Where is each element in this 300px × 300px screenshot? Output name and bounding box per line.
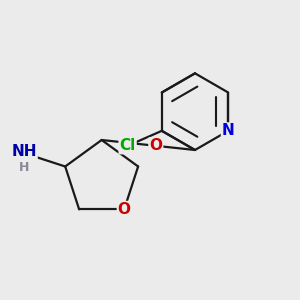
Text: N: N	[222, 123, 235, 138]
Text: O: O	[149, 138, 162, 153]
Text: NH: NH	[11, 144, 37, 159]
Text: Cl: Cl	[119, 138, 136, 153]
Text: O: O	[118, 202, 131, 217]
Text: H: H	[19, 160, 29, 174]
